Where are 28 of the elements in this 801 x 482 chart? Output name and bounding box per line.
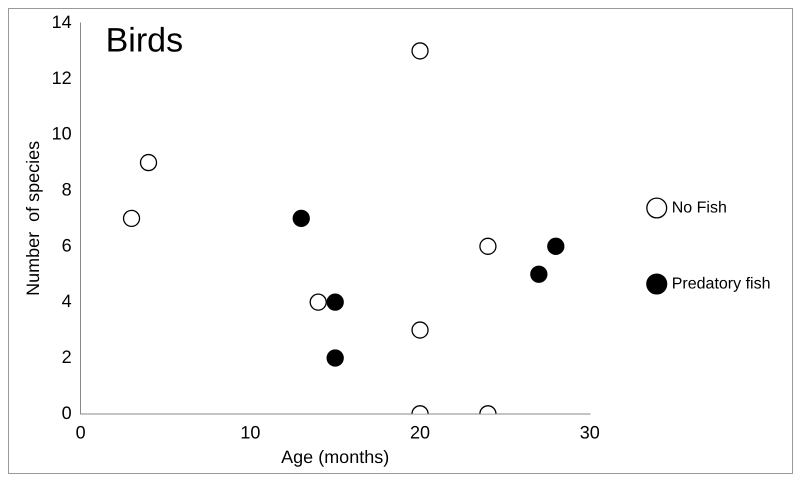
y-tick-label: 8 [62,179,72,200]
point [326,293,344,311]
point [547,238,564,255]
y-tick-label: 0 [62,402,72,423]
x-tick-label: 20 [410,422,430,443]
point [310,293,327,311]
y-tick-label: 10 [52,124,72,144]
y-tick-label: 2 [62,346,72,367]
legend-label: No Fish [672,199,727,216]
point [530,266,548,283]
x-tick-label: 30 [580,422,600,443]
y-tick-label: 6 [62,235,72,256]
point [292,210,310,228]
y-tick-label: 12 [52,68,72,88]
point [140,154,158,172]
y-tick-label: 4 [62,291,72,312]
legend-label: Predatory fish [672,275,770,292]
point [411,321,429,339]
x-tick-label: 10 [240,422,260,443]
x-axis-title: Age (months) [281,447,390,468]
y-tick-label: 14 [52,12,72,32]
x-tick-label: 0 [76,422,86,443]
y-axis-title: Number of species [22,140,43,296]
chart-title: Birds [106,21,184,60]
point [122,210,140,228]
point [411,42,429,60]
point [326,349,344,367]
point [479,238,497,255]
